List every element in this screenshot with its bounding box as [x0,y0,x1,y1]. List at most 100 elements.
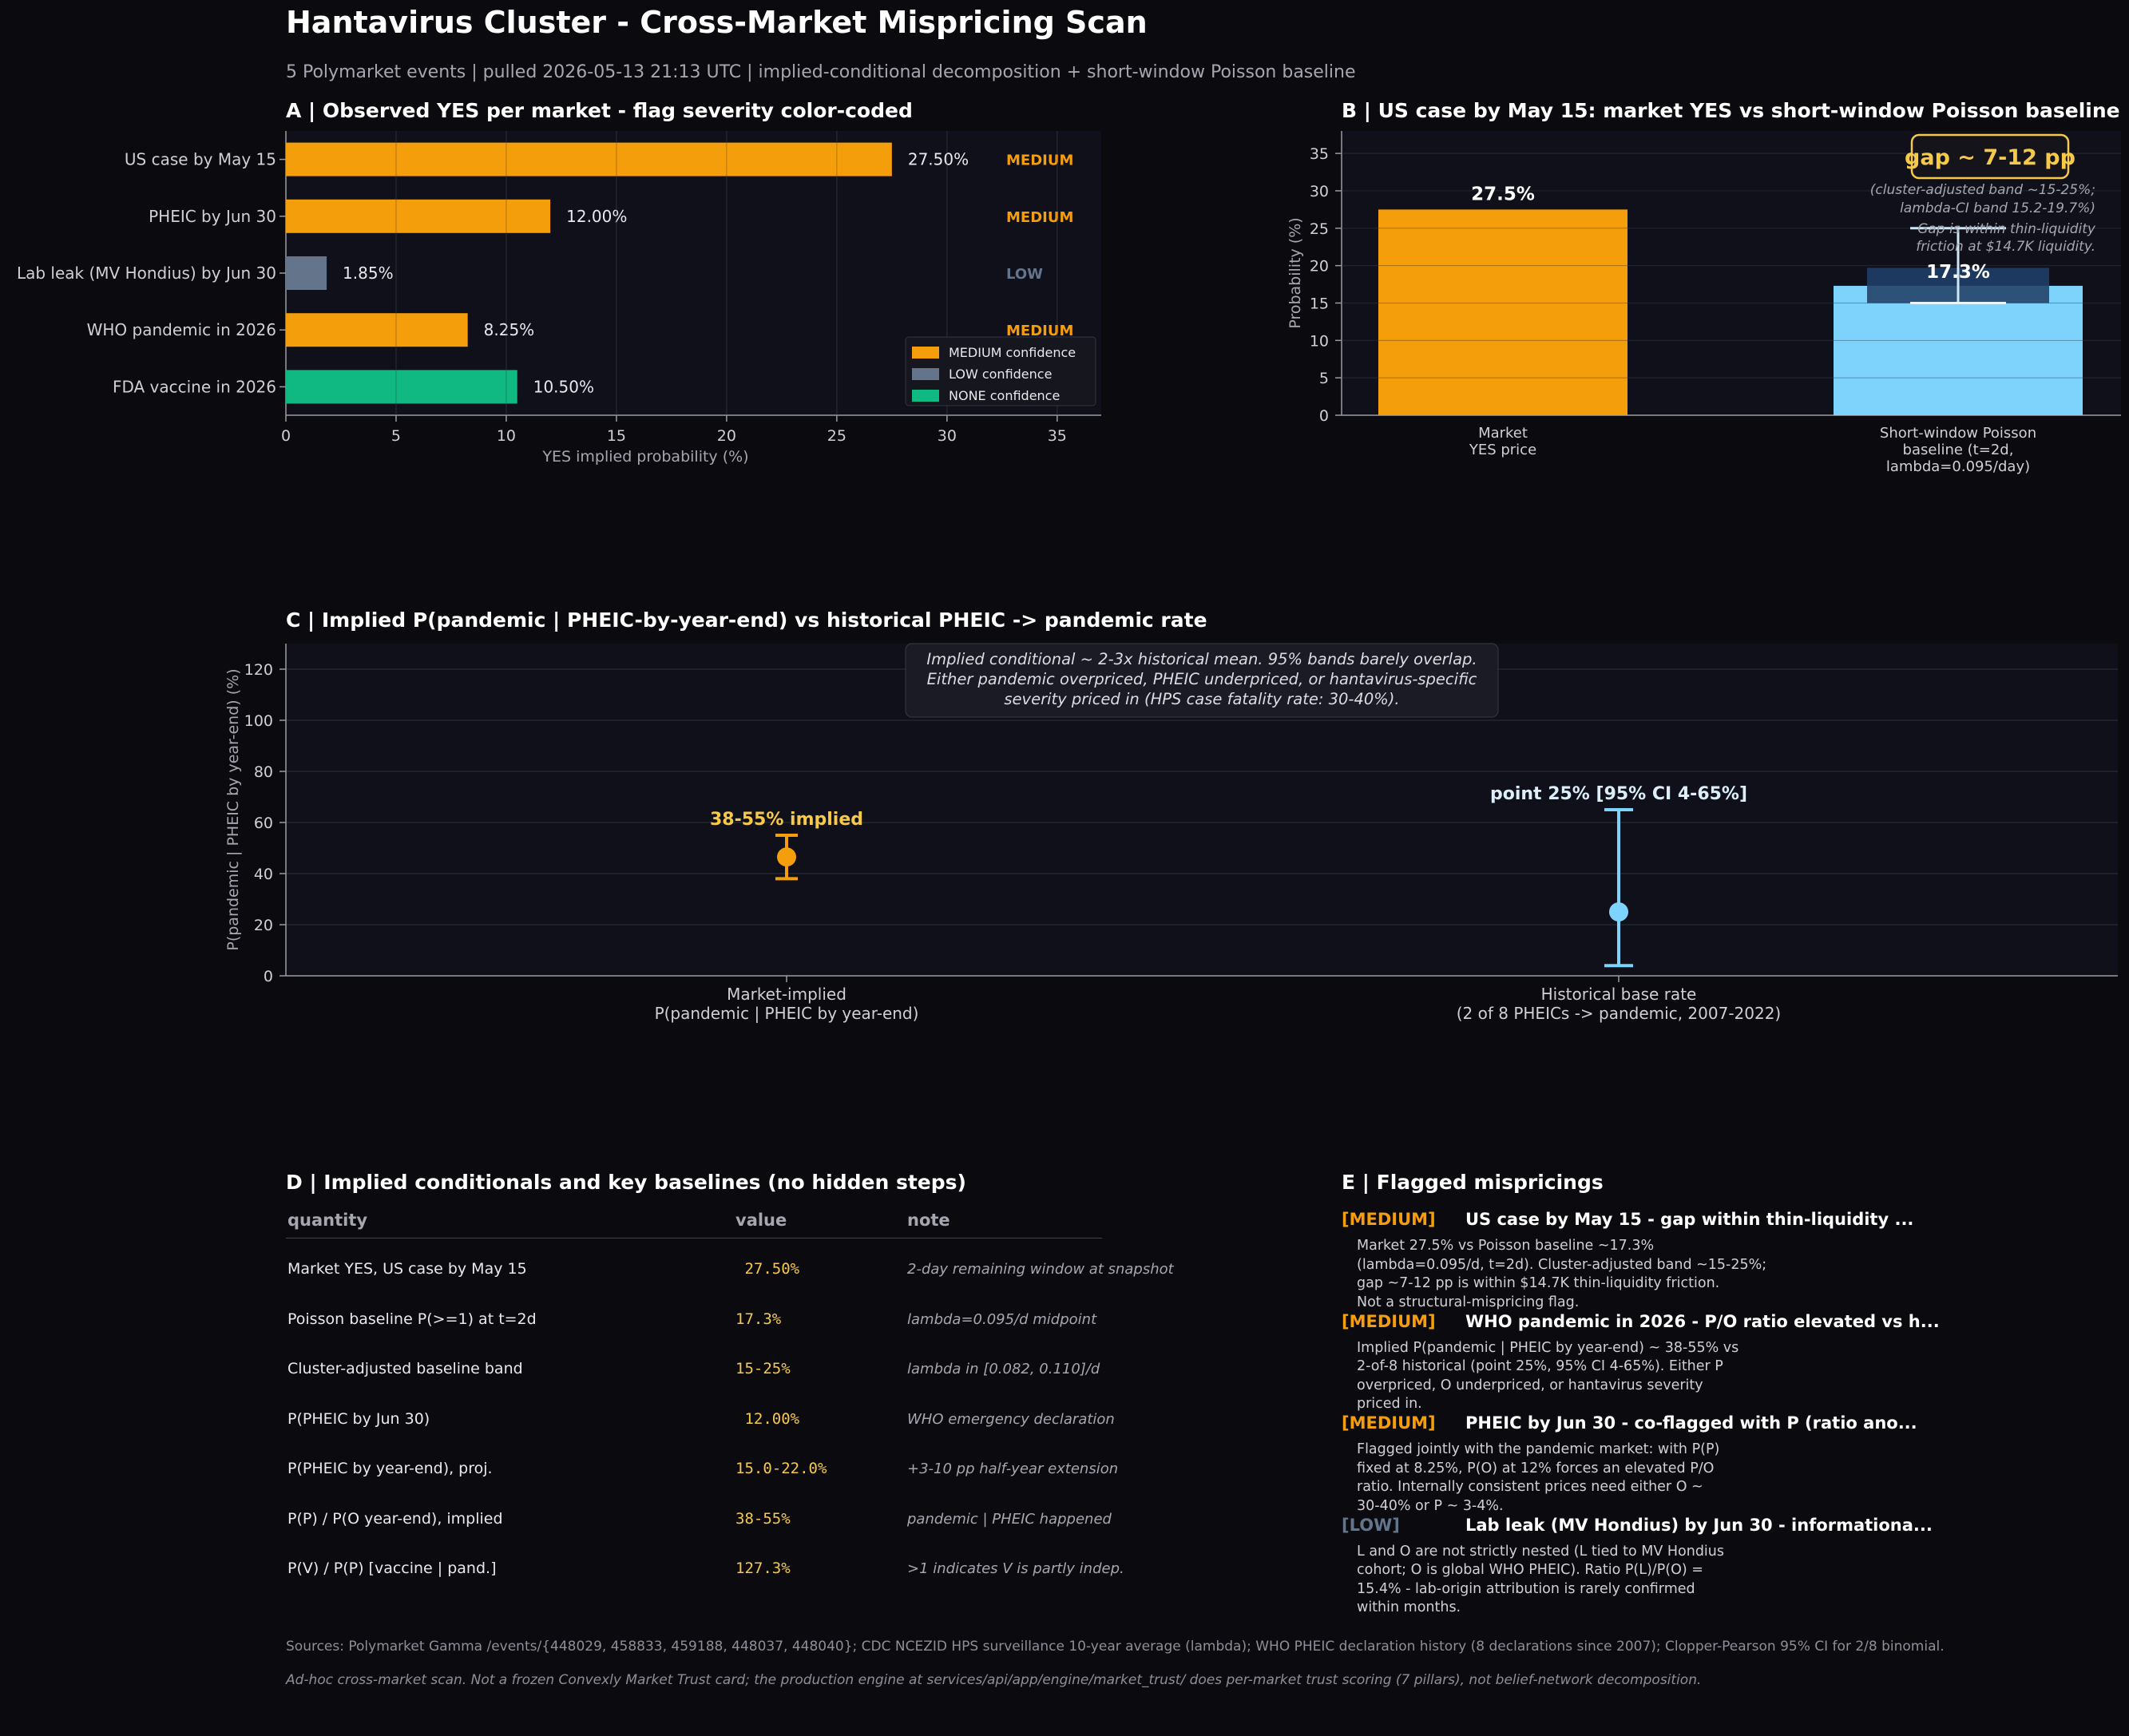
severity-label-a: MEDIUM [1006,209,1073,226]
table-cell-value: 127.3% [735,1560,791,1577]
table-cell-quantity: P(PHEIC by Jun 30) [287,1409,430,1428]
bar-value-label-b: 27.5% [1471,184,1535,204]
table-cell-note: WHO emergency declaration [907,1410,1115,1428]
flag-severity-tag: [MEDIUM] [1342,1413,1436,1433]
panel-c-title: C | Implied P(pandemic | PHEIC-by-year-e… [286,608,1207,632]
table-cell-value: 27.50% [735,1260,800,1278]
y-tick-label-b: 35 [1310,145,1329,163]
category-label-a: US case by May 15 [125,150,276,169]
annotation-text-c: Implied conditional ~ 2-3x historical me… [926,650,1477,668]
x-tick-label-a: 5 [391,427,401,445]
x-tick-label-a: 0 [281,427,291,445]
table-cell-quantity: Poisson baseline P(>=1) at t=2d [287,1310,537,1328]
category-label-c: Market-implied P(pandemic | PHEIC by year… [655,985,919,1023]
annotation-box-c [905,643,1499,718]
table-header-divider [286,1238,1102,1239]
y-tick-label-c: 40 [254,866,273,883]
sources-footnote: Sources: Polymarket Gamma /events/{44802… [286,1639,1945,1655]
table-d: quantity value note Market YES, US case … [286,1206,1174,1589]
y-tick-label-b: 0 [1319,407,1329,425]
note-b: (cluster-adjusted band ~15-25%; [1870,182,2095,198]
point-label-c: point 25% [95% CI 4-65%] [1490,784,1747,804]
table-cell-note: 2-day remaining window at snapshot [907,1261,1174,1278]
flag-title: US case by May 15 - gap within thin-liqu… [1465,1210,1914,1229]
annotation-text-c: Either pandemic overpriced, PHEIC underp… [927,670,1477,688]
table-cell-value: 38-55% [735,1509,791,1528]
bar-value-label-a: 1.85% [343,264,394,283]
legend-label-a: LOW confidence [949,367,1052,382]
gap-label-b: gap ~ 7-12 pp [1905,145,2075,170]
flag-severity-tag: [MEDIUM] [1342,1210,1436,1229]
bar-b [1378,209,1627,415]
severity-label-a: MEDIUM [1006,323,1073,339]
x-tick-label-a: 25 [827,427,846,445]
table-cell-value: 15.0-22.0% [735,1460,827,1477]
y-tick-label-c: 120 [244,661,273,679]
severity-label-a: MEDIUM [1006,153,1073,169]
page-title: Hantavirus Cluster - Cross-Market Mispri… [286,5,1148,40]
bar-value-label-a: 12.00% [566,207,627,226]
y-tick-label-c: 0 [264,968,273,985]
panel-a-title: A | Observed YES per market - flag sever… [286,99,913,122]
chart-a: 0 5 10 15 20 25 30 35 YES implied probability (%… [17,131,1101,466]
legend-swatch-a [912,347,939,359]
category-label-a: FDA vaccine in 2026 [113,377,276,396]
y-axis-label-c: P(pandemic | PHEIC by year-end) (%) [224,668,242,950]
table-cell-note: lambda in [0.082, 0.110]/d [907,1361,1100,1377]
table-cell-quantity: P(PHEIC by year-end), proj. [287,1460,493,1477]
bar-a [286,370,517,404]
category-label-c: Historical base rate (2 of 8 PHEICs -> pa… [1457,985,1782,1023]
flag-severity-tag: [LOW] [1342,1515,1400,1535]
category-label-b: Market YES price [1469,425,1536,458]
table-cell-value: 12.00% [735,1409,800,1428]
legend-label-a: MEDIUM confidence [949,345,1076,360]
bar-b [1834,285,2083,415]
table-header-value: value [735,1211,787,1230]
bar-a [286,142,892,176]
table-header-quantity: quantity [287,1211,368,1230]
y-tick-label-b: 20 [1310,258,1329,275]
x-tick-label-a: 30 [938,427,957,445]
y-tick-label-c: 80 [254,763,273,781]
table-cell-value: 17.3% [735,1310,782,1328]
table-cell-note: pandemic | PHEIC happened [907,1510,1112,1528]
point-label-c: 38-55% implied [710,810,863,830]
x-tick-label-a: 15 [607,427,626,445]
severity-label-a: LOW [1006,266,1043,283]
panel-e-title: E | Flagged mispricings [1342,1171,1604,1194]
y-tick-label-b: 10 [1310,332,1329,350]
y-tick-label-b: 15 [1310,295,1329,312]
table-header-note: note [907,1211,950,1230]
table-cell-value: 15-25% [735,1360,791,1377]
point-c [1609,902,1628,922]
bar-value-label-a: 10.50% [533,377,594,396]
panel-d-title: D | Implied conditionals and key baselin… [286,1171,966,1194]
x-axis-label-a: YES implied probability (%) [541,448,748,466]
y-tick-label-b: 5 [1319,370,1329,387]
table-cell-quantity: P(V) / P(P) [vaccine | pand.] [287,1560,497,1577]
point-c [777,847,796,867]
flag-title: PHEIC by Jun 30 - co-flagged with P (rat… [1465,1413,1917,1433]
legend-label-a: NONE confidence [949,388,1060,403]
bar-a [286,199,551,233]
annotation-text-c: severity priced in (HPS case fatality ra… [1004,690,1399,708]
page-subtitle: 5 Polymarket events | pulled 2026-05-13 … [286,62,1356,82]
table-cell-quantity: P(P) / P(O year-end), implied [287,1509,503,1528]
legend-swatch-a [912,390,939,402]
note-b: friction at $14.7K liquidity. [1916,239,2095,255]
category-label-a: Lab leak (MV Hondius) by Jun 30 [17,264,276,283]
x-tick-label-a: 35 [1048,427,1067,445]
flag-body: Implied P(pandemic | PHEIC by year-end) … [1357,1339,1739,1413]
legend-swatch-a [912,368,939,380]
gap-box-b [1910,133,2070,180]
bar-a [286,256,327,290]
flag-body: Flagged jointly with the pandemic market… [1357,1441,1720,1514]
x-tick-label-a: 20 [717,427,736,445]
flag-title: Lab leak (MV Hondius) by Jun 30 - inform… [1465,1515,1933,1535]
category-label-b: Short-window Poisson baseline (t=2d, lambd… [1880,425,2036,475]
bar-a [286,313,468,347]
y-tick-label-c: 20 [254,917,273,934]
flag-body: L and O are not strictly nested (L tied … [1357,1543,1724,1616]
